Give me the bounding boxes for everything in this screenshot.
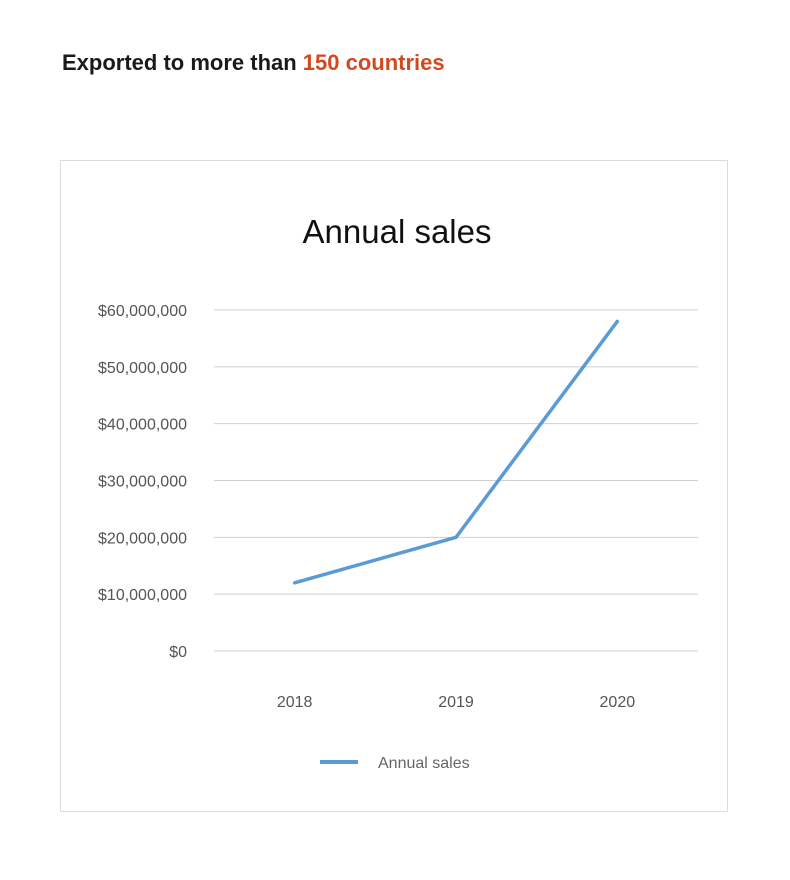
headline-highlight: 150 countries (302, 50, 445, 75)
annual-sales-chart: Annual sales $0 $10,000,000 $20,000,000 $30… (98, 213, 698, 772)
series-lines (292, 319, 620, 585)
chart-title: Annual sales (303, 213, 492, 250)
series-line (292, 319, 620, 585)
x-tick-label: 2020 (600, 694, 636, 711)
x-axis-tick-labels: 2018 2019 2020 (277, 694, 635, 711)
gridlines (214, 309, 698, 652)
y-tick-label: $60,000,000 (98, 303, 187, 320)
y-tick-label: $0 (169, 644, 187, 661)
y-tick-label: $50,000,000 (98, 360, 187, 377)
y-tick-label: $10,000,000 (98, 587, 187, 604)
y-tick-label: $30,000,000 (98, 474, 187, 491)
headline-prefix: Exported to more than (62, 50, 303, 75)
y-axis-tick-labels: $0 $10,000,000 $20,000,000 $30,000,000 $40,0… (98, 303, 187, 661)
y-tick-label: $20,000,000 (98, 530, 187, 547)
x-tick-label: 2019 (438, 694, 474, 711)
legend-label: Annual sales (378, 755, 470, 772)
chart-container: Annual sales $0 $10,000,000 $20,000,000 $30… (60, 160, 728, 812)
x-tick-label: 2018 (277, 694, 313, 711)
y-tick-label: $40,000,000 (98, 417, 187, 434)
headline: Exported to more than 150 countries (62, 50, 445, 76)
legend: Annual sales (320, 755, 470, 772)
